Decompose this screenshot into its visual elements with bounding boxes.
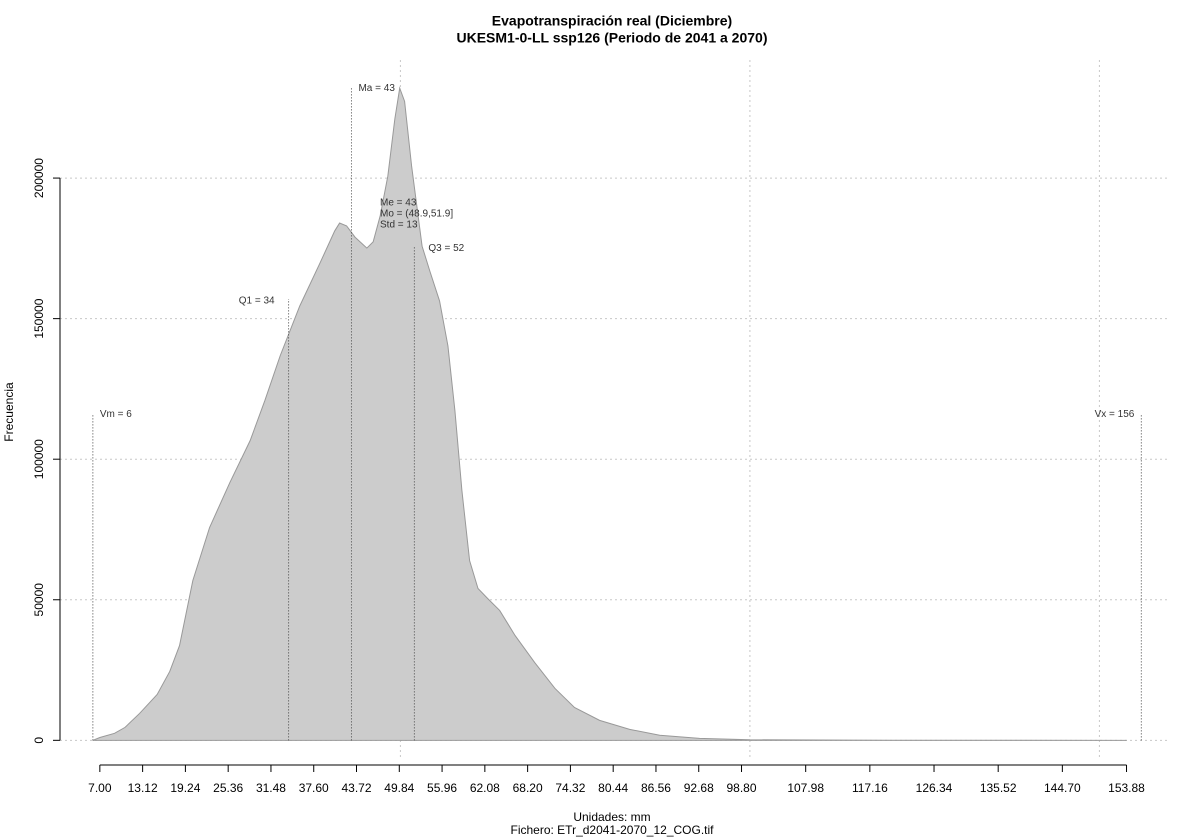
x-tick-label: 25.36 bbox=[213, 781, 243, 795]
y-tick-label: 100000 bbox=[32, 439, 46, 479]
chart-subtitle: UKESM1-0-LL ssp126 (Periodo de 2041 a 20… bbox=[457, 30, 768, 46]
x-tick-label: 126.34 bbox=[916, 781, 953, 795]
x-tick-label: 19.24 bbox=[170, 781, 200, 795]
x-tick-label: 74.32 bbox=[555, 781, 585, 795]
x-tick-label: 7.00 bbox=[88, 781, 112, 795]
x-tick-label: 68.20 bbox=[513, 781, 543, 795]
y-tick-label: 200000 bbox=[32, 158, 46, 198]
marker-label: Q1 = 34 bbox=[239, 296, 275, 307]
x-tick-label: 135.52 bbox=[980, 781, 1017, 795]
y-tick-label: 0 bbox=[32, 737, 46, 744]
x-tick-label: 37.60 bbox=[299, 781, 329, 795]
stat-label: Mo = (48.9,51.9] bbox=[380, 209, 453, 220]
x-tick-label: 49.84 bbox=[384, 781, 414, 795]
x-tick-label: 62.08 bbox=[470, 781, 500, 795]
x-tick-label: 86.56 bbox=[641, 781, 671, 795]
footnote: Fichero: ETr_d2041-2070_12_COG.tif bbox=[511, 823, 715, 837]
stat-label: Me = 43 bbox=[380, 198, 417, 209]
x-tick-label: 92.68 bbox=[684, 781, 714, 795]
x-tick-label: 107.98 bbox=[787, 781, 824, 795]
x-tick-label: 117.16 bbox=[852, 781, 888, 795]
marker-label: Vm = 6 bbox=[100, 409, 132, 420]
y-axis-label: Frecuencia bbox=[2, 382, 16, 442]
x-tick-label: 55.96 bbox=[427, 781, 457, 795]
x-tick-label: 144.70 bbox=[1044, 781, 1081, 795]
x-tick-label: 13.12 bbox=[128, 781, 158, 795]
chart-title: Evapotranspiración real (Diciembre) bbox=[492, 13, 732, 29]
y-tick-label: 150000 bbox=[32, 298, 46, 338]
marker-label: Vx = 156 bbox=[1095, 409, 1135, 420]
x-tick-label: 153.88 bbox=[1108, 781, 1145, 795]
x-tick-label: 98.80 bbox=[727, 781, 757, 795]
x-tick-label: 43.72 bbox=[341, 781, 371, 795]
stat-label: Std = 13 bbox=[380, 220, 418, 231]
x-tick-label: 31.48 bbox=[256, 781, 286, 795]
density-area bbox=[92, 86, 1127, 741]
y-tick-label: 50000 bbox=[32, 583, 46, 617]
x-tick-label: 80.44 bbox=[598, 781, 628, 795]
marker-label: Q3 = 52 bbox=[428, 243, 464, 254]
marker-label: Ma = 43 bbox=[358, 83, 395, 94]
x-axis-label: Unidades: mm bbox=[573, 810, 650, 824]
